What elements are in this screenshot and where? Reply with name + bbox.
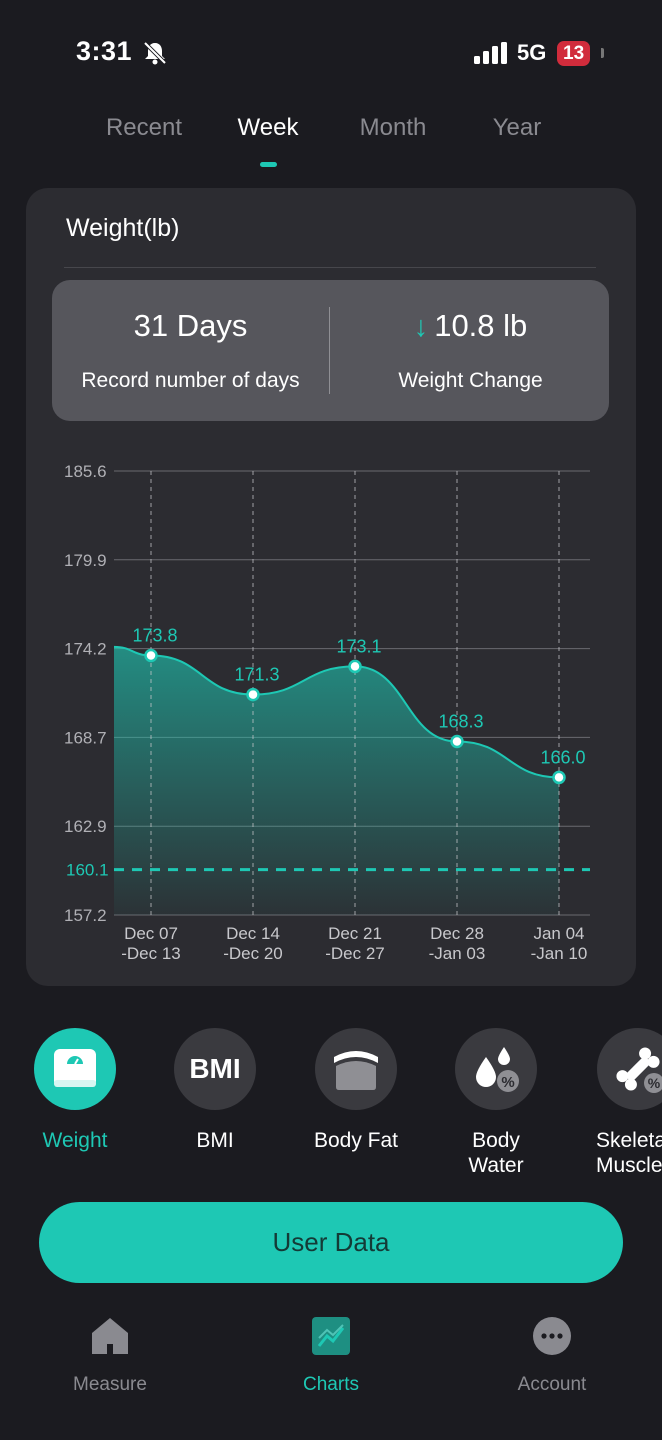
metric-bmi-circle: BMI [174,1028,256,1110]
bone-icon: % [616,1047,662,1093]
metric-body-fat[interactable]: Body Fat [286,1028,426,1153]
data-point [144,648,158,663]
bmi-icon: BMI [189,1053,241,1084]
summary-divider [329,307,330,394]
data-point [450,734,464,749]
x-tick-label: Dec 14 [226,924,280,943]
y-tick-label: 174.2 [64,640,107,659]
x-tick-label: Jan 04 [533,924,584,943]
metric-skeletal-muscle-label: Skeletal Muscle [596,1129,662,1177]
days-label: Record number of days [81,369,300,392]
x-tick-label: -Dec 27 [325,944,385,963]
data-label: 168.3 [438,711,483,731]
data-label: 171.3 [234,665,279,685]
data-point [552,770,566,785]
body-fat-icon [334,1051,378,1090]
data-label: 173.1 [336,636,381,656]
metric-body-fat-circle [315,1028,397,1110]
y-tick-label: 162.9 [64,817,107,836]
more-icon [532,1316,572,1356]
metric-skeletal-muscle[interactable]: % Skeletal Muscle [567,1028,662,1178]
svg-text:%: % [648,1075,661,1091]
x-tick-label: Dec 28 [430,924,484,943]
body-water-icon: % [476,1047,519,1092]
tab-month[interactable]: Month [359,114,427,141]
y-tick-label: 179.9 [64,551,107,570]
svg-text:%: % [501,1074,514,1091]
weight-change-number: 10.8 lb [434,308,528,343]
nav-measure[interactable]: Measure [45,1316,175,1396]
network-type: 5G [517,40,547,65]
card-divider [64,267,596,268]
metric-skeletal-muscle-circle: % [597,1028,662,1110]
data-label: 166.0 [540,747,585,767]
nav-measure-label: Measure [73,1374,147,1395]
bell-muted-icon [143,41,167,65]
x-tick-label: -Dec 13 [121,944,181,963]
status-time: 3:31 [76,36,133,66]
metric-bmi-label: BMI [196,1129,234,1152]
nav-account-label: Account [517,1374,587,1395]
target-label: 160.1 [66,861,109,880]
metric-bmi[interactable]: BMI BMI [145,1028,285,1153]
metric-body-water[interactable]: % Body Water [426,1028,566,1178]
battery-indicator: 13 [557,41,591,66]
scale-icon [54,1049,96,1087]
metric-weight-label: Weight [42,1129,108,1152]
x-tick-label: Dec 07 [124,924,178,943]
y-tick-label: 168.7 [64,728,107,747]
nav-charts-label: Charts [303,1374,359,1395]
user-data-button[interactable]: User Data [39,1202,623,1283]
signal-icon [474,42,507,64]
days-value: 31 Days [133,308,248,343]
chart-icon [311,1316,351,1356]
weight-change-label: Weight Change [398,369,543,392]
data-point [246,687,260,702]
x-tick-label: -Jan 10 [531,944,588,963]
home-icon [90,1316,130,1356]
summary-panel: 31 Days Record number of days ↓ 10.8 lb W… [52,280,609,421]
y-tick-label: 157.2 [64,906,107,925]
metric-weight-circle [34,1028,116,1110]
battery-cap [601,48,604,58]
metric-body-water-circle: % [455,1028,537,1110]
tab-recent[interactable]: Recent [105,114,183,141]
weight-change-value: ↓ 10.8 lb [332,308,609,344]
tab-year[interactable]: Year [492,114,542,141]
arrow-down-icon: ↓ [413,311,429,343]
weight-area [114,646,559,915]
data-label: 173.8 [132,625,177,645]
metric-body-water-label: Body Water [468,1129,524,1177]
nav-charts[interactable]: Charts [266,1316,396,1396]
weight-chart[interactable]: 160.1 173.8 171.3 173.1 168.3 166.0 185.6 179… [0,0,662,990]
metric-weight[interactable]: Weight [5,1028,145,1153]
tab-indicator [260,162,277,167]
y-tick-label: 185.6 [64,462,107,481]
x-tick-label: Dec 21 [328,924,382,943]
nav-account[interactable]: Account [487,1316,617,1396]
card-title: Weight(lb) [66,214,180,242]
data-point [348,659,362,674]
x-tick-label: -Dec 20 [223,944,283,963]
metric-body-fat-label: Body Fat [313,1129,399,1152]
x-tick-label: -Jan 03 [429,944,486,963]
tab-week[interactable]: Week [237,114,299,141]
